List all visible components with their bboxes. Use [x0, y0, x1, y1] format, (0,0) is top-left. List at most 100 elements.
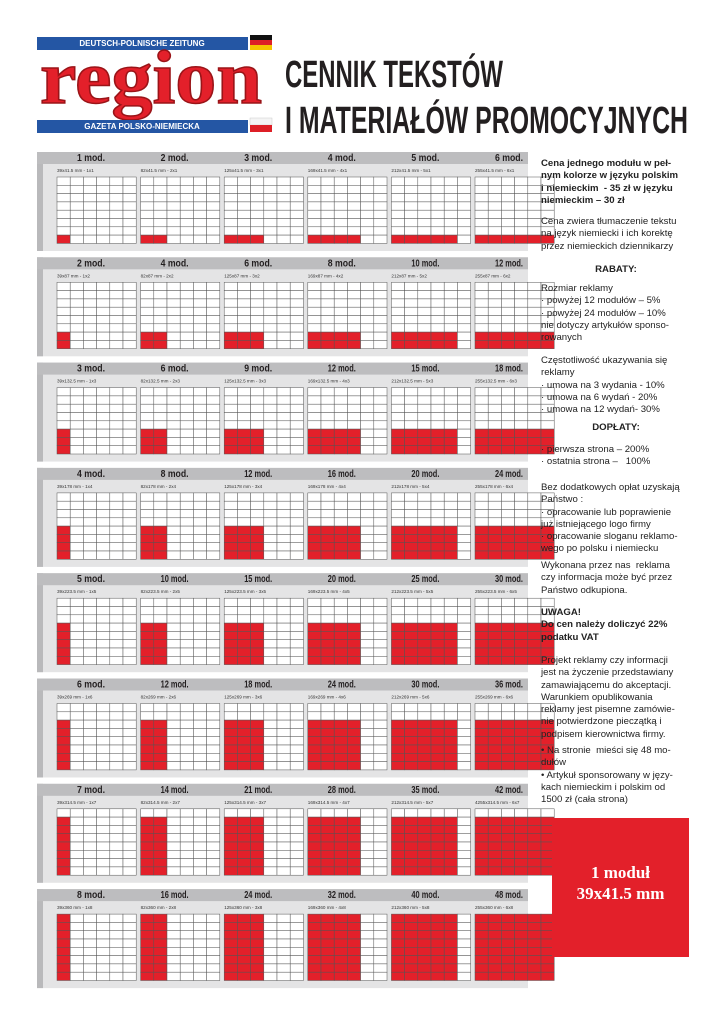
module-cell — [250, 728, 265, 737]
module-cell — [360, 736, 375, 746]
module-cell — [360, 500, 375, 510]
module-cell — [474, 395, 489, 405]
module-cell — [179, 971, 194, 981]
module-size: 169x178 mm - 4x4 — [308, 484, 346, 489]
module-cell — [527, 850, 542, 859]
module-cell — [360, 631, 375, 640]
module-cell — [56, 492, 71, 502]
module-cell — [457, 703, 471, 713]
module-cell — [250, 234, 265, 244]
module-cell — [193, 963, 207, 973]
module-cell — [527, 185, 542, 194]
module-cell — [457, 403, 471, 413]
module-cell — [373, 500, 388, 510]
module-cell — [417, 412, 432, 422]
module-cell — [320, 340, 335, 349]
text-line: niemieckim – 30 zł — [541, 194, 625, 206]
module-cell — [404, 971, 419, 981]
module-cell — [69, 947, 84, 956]
module-cell — [360, 850, 375, 859]
module-cell — [153, 437, 168, 446]
module-cell — [307, 808, 322, 818]
module-cell — [153, 841, 168, 851]
module-cell — [417, 971, 432, 981]
module-cell — [514, 509, 529, 519]
module-cell — [250, 542, 265, 552]
module-cell — [474, 331, 489, 341]
module-cell — [347, 428, 361, 438]
module-cell — [391, 550, 405, 560]
module-size: 255x132.5 mm - 6x3 — [475, 379, 517, 384]
module-cell — [474, 525, 489, 535]
module-cell — [223, 234, 238, 244]
module-cell — [457, 597, 471, 607]
module-cell — [250, 395, 265, 405]
module-cell — [237, 866, 251, 876]
module-label: 18 mod. — [244, 680, 272, 691]
module-cell — [96, 614, 111, 624]
module-cell — [527, 340, 542, 349]
module-cell — [307, 209, 322, 219]
module-cell — [109, 631, 124, 640]
module-cell — [153, 597, 168, 607]
module-cell — [69, 930, 84, 940]
module-cell — [487, 955, 502, 965]
module-cell — [430, 412, 445, 422]
module-cell — [166, 930, 181, 940]
module-label: 18 mod. — [495, 364, 523, 375]
module-cell — [347, 525, 361, 535]
module-cell — [96, 323, 111, 333]
module-cell — [404, 736, 419, 746]
module-cell — [540, 808, 555, 818]
module-cell — [443, 525, 458, 535]
translation-text: Cena zwiera tłumaczenie tekstu na język n… — [541, 216, 701, 253]
module-cell — [166, 525, 181, 535]
module-cell — [250, 753, 265, 762]
module-cell — [153, 850, 168, 859]
module-cell — [443, 825, 458, 834]
module-cell — [140, 525, 155, 535]
module-cell — [96, 866, 111, 876]
module-cell — [276, 428, 291, 438]
module-cell — [443, 711, 458, 721]
module-cell — [237, 395, 251, 405]
module-cell — [443, 938, 458, 948]
module-cell — [206, 858, 221, 868]
module-cell — [391, 841, 405, 851]
module-cell — [166, 761, 181, 771]
module-cell — [307, 922, 322, 931]
module-cell — [347, 412, 361, 422]
module-cell — [96, 234, 111, 244]
module-cell — [166, 193, 181, 203]
module-cell — [487, 315, 502, 325]
module-cell — [474, 614, 489, 624]
module-cell — [96, 492, 111, 502]
module-cell — [443, 500, 458, 510]
module-cell — [83, 437, 97, 446]
module-cell — [140, 866, 155, 876]
module-cell — [360, 614, 375, 624]
module-cell — [250, 201, 265, 211]
text-line: reklamy jest pisemne zamówie- — [541, 704, 675, 716]
module-cell — [122, 614, 137, 624]
module-cell — [333, 913, 348, 923]
module-cell — [501, 420, 515, 430]
module-cell — [109, 176, 124, 186]
module-cell — [430, 719, 445, 729]
heading: DOPŁATY: — [592, 422, 640, 433]
module-cell — [206, 850, 221, 859]
module-cell — [179, 534, 194, 543]
module-cell — [501, 509, 515, 519]
module-cell — [347, 711, 361, 721]
module-cell — [223, 509, 238, 519]
module-cell — [360, 866, 375, 876]
module-cell — [417, 492, 432, 502]
module-cell — [179, 185, 194, 194]
module-cell — [404, 185, 419, 194]
module-cell — [122, 841, 137, 851]
module-cell — [501, 323, 515, 333]
module-cell — [457, 517, 471, 527]
module-cell — [289, 622, 304, 632]
module-cell — [307, 517, 322, 527]
module-cell — [263, 550, 278, 560]
